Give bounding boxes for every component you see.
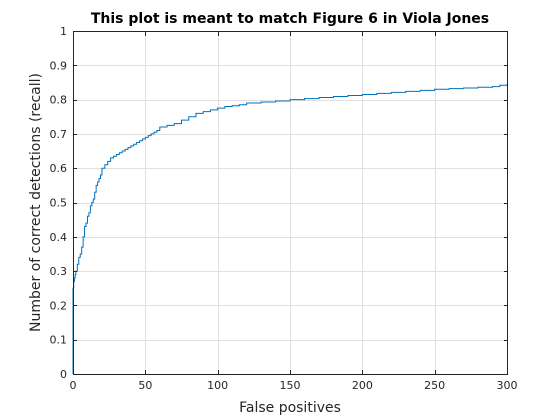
recall-curve [72, 84, 508, 374]
x-tick-label: 250 [424, 379, 445, 392]
y-tick-label: 0.5 [50, 197, 68, 210]
y-tick-label: 1 [60, 25, 67, 38]
x-axis-label: False positives [239, 400, 341, 416]
x-tick-label: 100 [207, 379, 228, 392]
y-tick-label: 0.6 [50, 162, 68, 175]
y-tick-label: 0.9 [50, 59, 68, 72]
y-tick-label: 0.1 [50, 334, 68, 347]
y-tick-label: 0.7 [50, 128, 68, 141]
x-tick-label: 50 [138, 379, 152, 392]
x-tick-label: 150 [280, 379, 301, 392]
y-tick-label: 0.2 [50, 299, 68, 312]
series-layer [72, 84, 508, 374]
y-tick-label: 0.3 [50, 265, 68, 278]
y-tick-label: 0.8 [50, 94, 68, 107]
y-tick-label: 0.4 [50, 231, 68, 244]
ticks: 0 50 100 150 200 250 300 0 0.1 0.2 0.3 0.4 0.5 0.6 0.7… [50, 25, 518, 392]
x-tick-label: 0 [70, 379, 77, 392]
x-tick-label: 200 [352, 379, 373, 392]
grid [73, 31, 507, 374]
chart-title: This plot is meant to match Figure 6 in … [91, 11, 489, 27]
x-tick-label: 300 [497, 379, 518, 392]
y-tick-label: 0 [60, 368, 67, 381]
y-axis-label: Number of correct detections (recall) [28, 73, 44, 332]
